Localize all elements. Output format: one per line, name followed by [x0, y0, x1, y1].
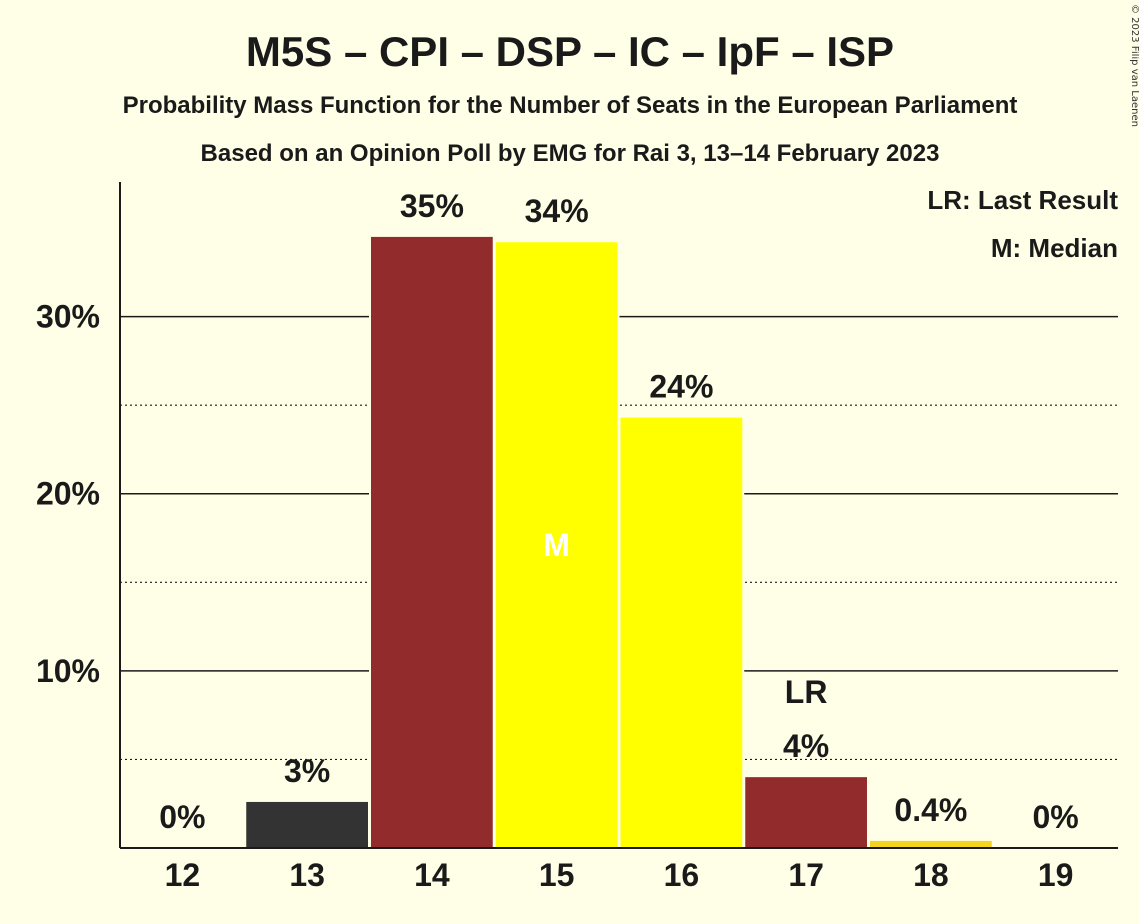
x-tick-label: 17 — [788, 857, 824, 893]
y-tick-labels: 10% 20% 30% — [36, 299, 100, 689]
bar-value-label: 34% — [525, 193, 589, 229]
bar-18 — [870, 840, 992, 848]
bar-value-labels: 0% 3% 35% 34% M 24% 4% LR 0.4% 0% — [159, 188, 1079, 835]
bar-value-label: 4% — [783, 728, 829, 764]
axes — [119, 182, 1118, 849]
bar-16 — [620, 417, 743, 848]
bar-value-label: 0% — [1033, 799, 1079, 835]
bar-value-label: 3% — [284, 753, 330, 789]
bar-value-label: 24% — [649, 369, 713, 405]
y-tick-label: 20% — [36, 476, 100, 512]
chart-title: M5S – CPI – DSP – IC – IpF – ISP — [246, 28, 894, 75]
legend-last-result: LR: Last Result — [927, 185, 1118, 215]
bar-14 — [371, 236, 493, 849]
legend-median: M: Median — [991, 233, 1118, 263]
bar-value-label: 0% — [159, 799, 205, 835]
y-tick-label: 10% — [36, 653, 100, 689]
bar-15 — [495, 242, 618, 849]
last-result-marker: LR — [785, 674, 828, 710]
bar-17 — [745, 777, 867, 848]
median-marker: M — [543, 527, 570, 563]
x-tick-label: 18 — [913, 857, 949, 893]
x-tick-label: 12 — [165, 857, 201, 893]
bar-series — [244, 234, 994, 849]
x-tick-label: 19 — [1038, 857, 1074, 893]
x-tick-labels: 12 13 14 15 16 17 18 19 — [165, 857, 1074, 893]
x-tick-label: 15 — [539, 857, 575, 893]
x-tick-label: 16 — [664, 857, 700, 893]
bar-value-label: 35% — [400, 188, 464, 224]
copyright-notice: © 2023 Filip van Laenen — [1129, 4, 1139, 127]
chart-subtitle: Probability Mass Function for the Number… — [123, 92, 1018, 119]
legend: LR: Last Result M: Median — [927, 185, 1118, 263]
x-tick-label: 13 — [289, 857, 325, 893]
chart-source-note: Based on an Opinion Poll by EMG for Rai … — [201, 140, 940, 167]
bar-13 — [246, 801, 368, 848]
y-tick-label: 30% — [36, 299, 100, 335]
x-tick-label: 14 — [414, 857, 450, 893]
bar-value-label: 0.4% — [894, 792, 967, 828]
